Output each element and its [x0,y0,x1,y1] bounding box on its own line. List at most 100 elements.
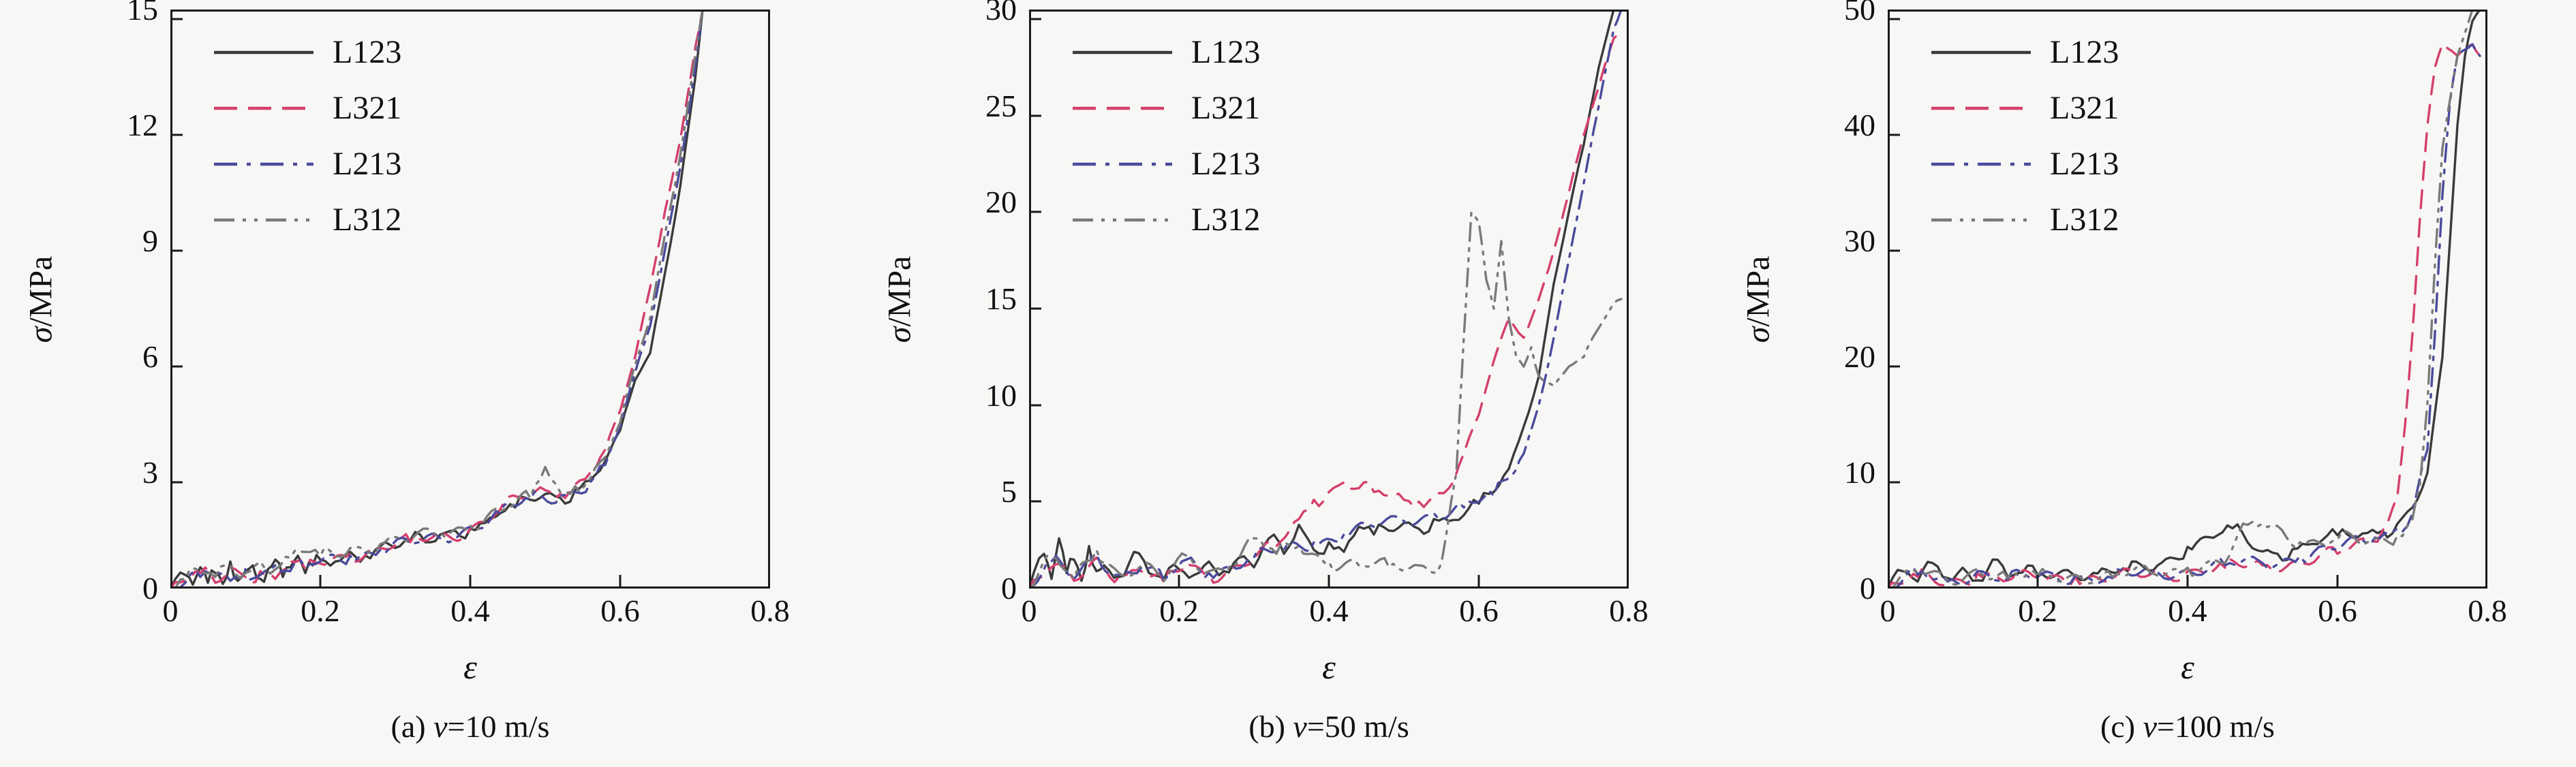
x-tick-label: 0.6 [1459,593,1499,628]
y-tick-mark [1029,500,1041,503]
axes-frame-b [1029,10,1629,589]
x-tick-label: 0.2 [1159,593,1199,628]
x-tick-mark [319,575,322,587]
legend-line-swatch [214,106,313,110]
x-tick-mark [619,575,622,587]
legend-item-l321[interactable]: L321 [1071,80,1358,136]
legend-a: L123 L321 L213 L312 [213,25,499,248]
y-tick-labels-b: 0 5 10 15 20 25 30 [940,0,1017,604]
sigma-symbol-c: σ [1740,326,1777,343]
legend-line-swatch [1073,106,1172,110]
legend-item-l123[interactable]: L123 [1071,25,1358,80]
legend-line-swatch [214,218,313,222]
x-tick-marks-a [170,575,770,589]
legend-item-l123[interactable]: L123 [1930,25,2216,80]
legend-item-l312[interactable]: L312 [1071,192,1358,248]
y-axis-unit-c: /MPa [1740,255,1777,327]
legend-item-l321[interactable]: L321 [213,80,499,136]
legend-item-l312[interactable]: L312 [213,192,499,248]
panel-a: σ/MPa 0 3 6 9 12 15 L123 L321 L213 L312 0 0.2 0.4 0… [0,0,859,767]
legend-label: L312 [333,202,402,238]
y-tick-marks-c [1888,10,1901,589]
legend-label: L213 [1191,146,1261,182]
y-tick-label: 20 [1844,339,1875,374]
y-tick-label: 9 [142,223,158,258]
x-tick-labels-c: 0 0.2 0.4 0.6 0.8 [1880,593,2507,636]
y-tick-mark [1029,404,1041,407]
x-tick-marks-b [1029,575,1629,589]
panel-c: σ/MPa 0 10 20 30 40 50 L123 L321 L213 L312 0 0.2 0… [1717,0,2576,767]
legend-line-swatch [1073,50,1172,54]
legend-item-l123[interactable]: L123 [213,25,499,80]
series-line-l312 [170,10,704,589]
legend-b: L123 L321 L213 L312 [1071,25,1358,248]
caption-b: (b) v=50 m/s [981,708,1676,745]
series-line-l213 [1888,43,2481,589]
legend-item-l213[interactable]: L213 [1071,136,1358,192]
y-tick-labels-c: 0 10 20 30 40 50 [1799,0,1875,604]
x-tick-label: 0.6 [600,593,640,628]
series-line-l312 [1029,210,1623,589]
legend-label: L213 [2050,146,2119,182]
y-tick-mark [1029,18,1041,20]
x-tick-label: 0.4 [2168,593,2207,628]
x-tick-label: 0.8 [750,593,790,628]
x-tick-mark [2336,575,2339,587]
y-tick-mark [1029,307,1041,310]
y-tick-marks-a [170,10,184,589]
y-tick-label: 30 [1844,223,1875,258]
legend-item-l312[interactable]: L312 [1930,192,2216,248]
caption-b-var: v [1293,709,1307,744]
y-tick-label: 25 [985,88,1017,123]
y-tick-label: 5 [1001,474,1017,510]
y-tick-mark [1888,18,1900,20]
series-line-l123 [1888,10,2481,589]
y-axis-label-b: σ/MPa [879,10,920,589]
x-tick-label: 0.6 [2318,593,2357,628]
x-tick-label: 0 [1880,593,1896,628]
y-tick-mark [1888,365,1900,368]
legend-line-swatch [1073,218,1172,222]
y-tick-label: 10 [985,377,1017,413]
y-tick-mark [170,134,183,136]
y-tick-label: 20 [985,185,1017,220]
series-line-l321 [1029,27,1623,589]
y-tick-label: 0 [1001,571,1017,606]
legend-label: L213 [333,146,402,182]
series-line-l321 [1888,43,2481,589]
legend-label: L123 [1191,34,1261,70]
caption-b-rest: =50 m/s [1306,709,1409,744]
y-tick-label: 40 [1844,108,1875,142]
x-tick-label: 0.8 [2468,593,2507,628]
legend-item-l321[interactable]: L321 [1930,80,2216,136]
legend-line-swatch [1931,50,2031,54]
x-tick-mark [2186,575,2189,587]
y-tick-label: 3 [142,455,158,490]
y-axis-unit-a: /MPa [22,255,59,327]
caption-b-prefix: (b) [1248,709,1293,744]
plot-area-b: L123 L321 L213 L312 [1029,10,1629,589]
series-line-l213 [170,10,704,589]
caption-c-rest: =100 m/s [2157,709,2275,744]
x-tick-label: 0.2 [301,593,340,628]
legend-item-l213[interactable]: L213 [213,136,499,192]
y-tick-label: 30 [985,0,1017,27]
y-tick-label: 12 [127,108,158,142]
y-tick-mark [1888,249,1900,252]
y-tick-label: 10 [1844,455,1875,490]
plot-svg-b [1029,10,1623,589]
legend-label: L123 [2050,34,2119,70]
x-tick-label: 0.4 [1309,593,1349,628]
legend-line-swatch [214,162,313,166]
epsilon-symbol-b: ε [1322,648,1336,686]
legend-label: L321 [333,90,402,126]
x-axis-label-a: ε [170,647,770,687]
caption-a-var: v [433,709,448,744]
y-tick-label: 0 [142,571,158,606]
y-tick-mark [170,365,183,368]
legend-item-l213[interactable]: L213 [1930,136,2216,192]
plot-area-a: L123 L321 L213 L312 [170,10,770,589]
legend-label: L312 [2050,202,2119,238]
legend-label: L123 [333,34,402,70]
